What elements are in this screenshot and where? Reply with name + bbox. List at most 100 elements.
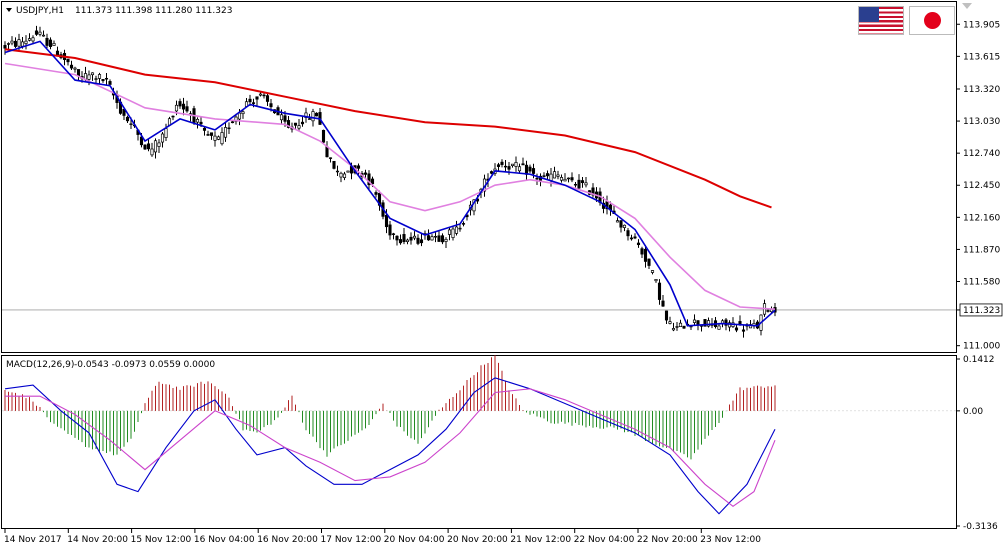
candle (227, 122, 231, 134)
price-tick-label: 111.870 (963, 245, 1000, 255)
candle (570, 172, 574, 183)
candle (255, 96, 259, 106)
candle (545, 170, 550, 180)
candle (584, 176, 588, 188)
candle (633, 233, 637, 240)
candle (300, 116, 305, 127)
candle (181, 97, 186, 116)
candle (640, 246, 644, 259)
price-tick-label: 113.030 (963, 117, 1000, 127)
candle (626, 227, 630, 241)
slow-ma-line (4, 62, 776, 310)
candle (157, 139, 161, 153)
macd-axis: 0.1412 0.00 -0.3136 (956, 355, 998, 532)
candle (419, 233, 424, 247)
time-tick-label: 22 Nov 20:00 (637, 535, 698, 545)
time-tick-label: 20 Nov 20:00 (447, 535, 508, 545)
candle (528, 164, 532, 174)
candle (265, 92, 270, 107)
candle (668, 316, 672, 325)
candle (636, 239, 641, 248)
candle (573, 181, 578, 188)
price-tick-label: 111.580 (963, 278, 1000, 288)
candle (258, 92, 263, 97)
candle (657, 279, 662, 305)
candle (206, 130, 210, 136)
price-panel[interactable] (1, 1, 957, 353)
candle (402, 228, 406, 245)
candle (304, 107, 308, 123)
candle (202, 126, 207, 136)
candle (101, 79, 105, 83)
scroll-arrow-icon[interactable] (961, 2, 973, 10)
candle (220, 127, 224, 146)
macd-label: MACD(12,26,9) (6, 360, 74, 370)
price-tick-label: 112.160 (963, 213, 1000, 223)
candle (13, 37, 18, 49)
time-tick-label: 20 Nov 04:00 (384, 535, 445, 545)
candle (517, 163, 522, 174)
candle (661, 295, 665, 307)
candle (171, 115, 175, 121)
candle (678, 319, 683, 327)
time-tick-label: 22 Nov 04:00 (574, 535, 635, 545)
candle (416, 234, 420, 246)
candle (615, 217, 620, 223)
candle (535, 173, 539, 185)
candle (440, 233, 445, 245)
candle (433, 232, 438, 243)
candle (125, 115, 130, 124)
candle (108, 79, 112, 85)
macd-signal-line (5, 388, 776, 507)
candle (52, 40, 56, 46)
candle (671, 322, 676, 332)
price-axis: 113.905 113.615 113.320 113.030 112.740 112.4… (956, 20, 1003, 352)
candle (104, 73, 109, 86)
candle (41, 30, 46, 37)
candle (73, 66, 77, 73)
candle (10, 36, 14, 46)
candle (580, 176, 585, 188)
candle (650, 269, 655, 275)
candle (66, 58, 70, 66)
candle (692, 314, 697, 326)
macd-tick-label: 0.00 (963, 407, 983, 417)
candle (489, 170, 494, 175)
candle (160, 131, 165, 148)
candle (409, 232, 413, 245)
time-axis: 14 Nov 2017 14 Nov 20:00 15 Nov 12:00 16 No… (4, 529, 761, 545)
candle (444, 237, 448, 249)
price-tick-label: 113.905 (963, 20, 1000, 30)
candle (339, 171, 343, 183)
symbol-menu-arrow-icon[interactable] (6, 8, 12, 12)
candle (675, 322, 679, 331)
candle (223, 122, 228, 142)
candle (458, 224, 462, 232)
candle (510, 163, 515, 168)
candle (346, 170, 350, 173)
candle (500, 159, 504, 168)
candle (328, 157, 333, 163)
candle (150, 142, 154, 157)
candle (447, 227, 452, 241)
macd-panel[interactable] (1, 355, 957, 529)
candle (34, 25, 39, 36)
candle (514, 156, 518, 172)
symbol-label: USDJPY,H1 (16, 6, 64, 16)
candle (297, 119, 301, 131)
candle (185, 100, 189, 113)
current-price-tag (959, 303, 1003, 317)
price-tick-label: 113.320 (963, 85, 1000, 95)
candle (234, 113, 238, 125)
candle (24, 35, 28, 50)
candle (388, 220, 392, 240)
candle (426, 229, 431, 241)
candle (314, 112, 319, 117)
time-tick-label: 21 Nov 12:00 (510, 535, 571, 545)
candle (647, 258, 651, 269)
candle (97, 72, 102, 84)
candle (209, 132, 214, 140)
candle (195, 117, 200, 129)
